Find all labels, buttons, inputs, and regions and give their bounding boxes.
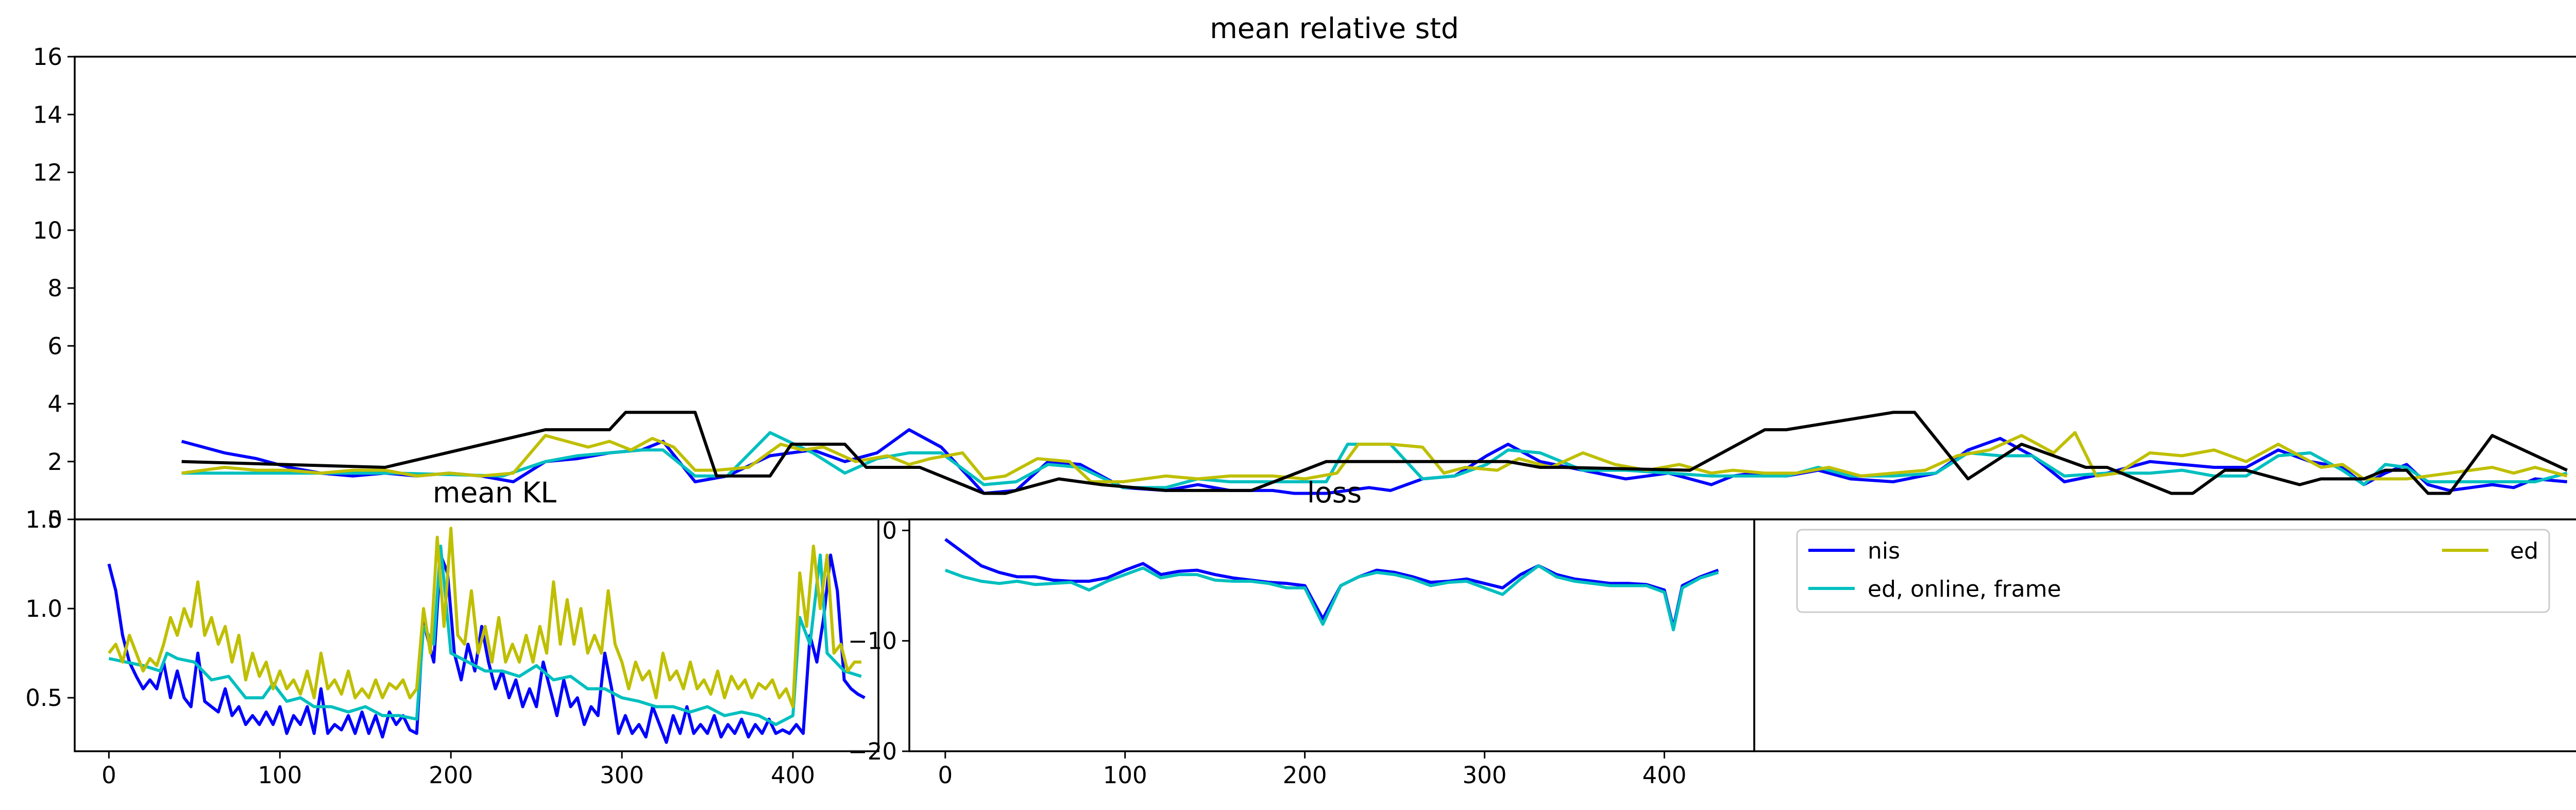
x-tick-label-mean-kl: 400 xyxy=(771,762,815,789)
x-tick-label-mean-kl: 300 xyxy=(600,762,644,789)
panel-legend: nis ed, online, frame ed xyxy=(1753,518,2576,752)
x-tick-label-loss: 0 xyxy=(938,762,953,789)
y-axis-mean-relative-std: 0 2 4 6 8 10 12 14 16 xyxy=(33,43,75,533)
series-group-mean-relative-std xyxy=(181,411,2568,495)
x-tick-label-loss: 200 xyxy=(1283,762,1327,789)
legend-label-ed-online-frame: ed, online, frame xyxy=(1868,576,2061,602)
y-tick-label-mean-kl: 0.5 xyxy=(25,684,62,712)
y-tick-label-mean-kl: 1.0 xyxy=(25,595,62,622)
series-group-mean-kl xyxy=(107,527,866,744)
y-axis-mean-kl: 0.5 1.0 1.5 xyxy=(25,506,75,712)
y-tick-label-loss: 0 xyxy=(882,517,897,544)
legend-label-ed: ed xyxy=(2510,538,2538,564)
x-axis-loss: 0 100 200 300 400 xyxy=(938,751,1686,789)
axes-frame-mean-relative-std xyxy=(74,56,2576,520)
series-line-ed-mean-relative-std xyxy=(181,431,2568,483)
series-line-nis-mean-kl xyxy=(107,553,866,744)
legend-box xyxy=(1796,529,2550,613)
x-tick-label-mean-kl: 100 xyxy=(258,762,302,789)
y-tick-label-mean-relative-std: 0 xyxy=(47,506,62,533)
axes-frame-legend xyxy=(1753,518,2576,752)
y-tick-label-mean-relative-std: 14 xyxy=(33,101,62,128)
title-mean-kl: mean KL xyxy=(433,476,557,509)
axes-frame-mean-kl xyxy=(74,518,879,752)
y-tick-label-mean-relative-std: 2 xyxy=(47,448,62,476)
title-mean-relative-std: mean relative std xyxy=(1210,12,1459,45)
legend-label-nis: nis xyxy=(1868,538,1900,564)
x-axis-mean-kl: 0 100 200 300 400 xyxy=(101,751,815,789)
y-tick-label-mean-relative-std: 8 xyxy=(47,275,62,302)
y-tick-label-mean-relative-std: 4 xyxy=(47,391,62,418)
y-tick-label-loss: −20 xyxy=(848,738,897,765)
y-axis-loss: 0 −10 −20 xyxy=(848,517,909,765)
x-tick-label-mean-kl: 0 xyxy=(101,762,116,789)
panel-mean-kl: 0.5 1.0 1.5 0 100 200 300 400 mean KL xyxy=(25,476,879,789)
panel-mean-relative-std: mean relative std 0 2 4 6 8 10 12 14 16 xyxy=(33,12,2576,533)
axes-frame-loss xyxy=(908,518,1755,752)
series-line-ed-online-frame-mean-kl xyxy=(108,544,862,727)
x-tick-label-loss: 300 xyxy=(1463,762,1507,789)
x-tick-label-mean-kl: 200 xyxy=(429,762,473,789)
y-tick-label-mean-relative-std: 12 xyxy=(33,159,62,187)
y-tick-label-mean-relative-std: 10 xyxy=(33,217,62,244)
title-loss: loss xyxy=(1307,476,1362,509)
y-tick-label-mean-kl: 1.5 xyxy=(25,506,62,533)
y-tick-label-mean-relative-std: 16 xyxy=(33,43,62,71)
x-tick-label-loss: 100 xyxy=(1103,762,1147,789)
series-line-ed-online-frame-loss xyxy=(944,564,1719,632)
y-tick-label-loss: −10 xyxy=(848,628,897,655)
panel-loss: 0 −10 −20 0 100 200 300 400 loss xyxy=(848,476,1755,789)
series-line-reference-mean-relative-std xyxy=(181,411,2568,495)
series-group-loss xyxy=(944,538,1719,632)
series-line-ed-mean-kl xyxy=(108,527,861,708)
y-tick-label-mean-relative-std: 6 xyxy=(47,332,62,360)
series-line-ed-online-frame-mean-relative-std xyxy=(181,431,2568,490)
legend: nis ed, online, frame ed xyxy=(1796,529,2550,613)
x-tick-label-loss: 400 xyxy=(1642,762,1687,789)
